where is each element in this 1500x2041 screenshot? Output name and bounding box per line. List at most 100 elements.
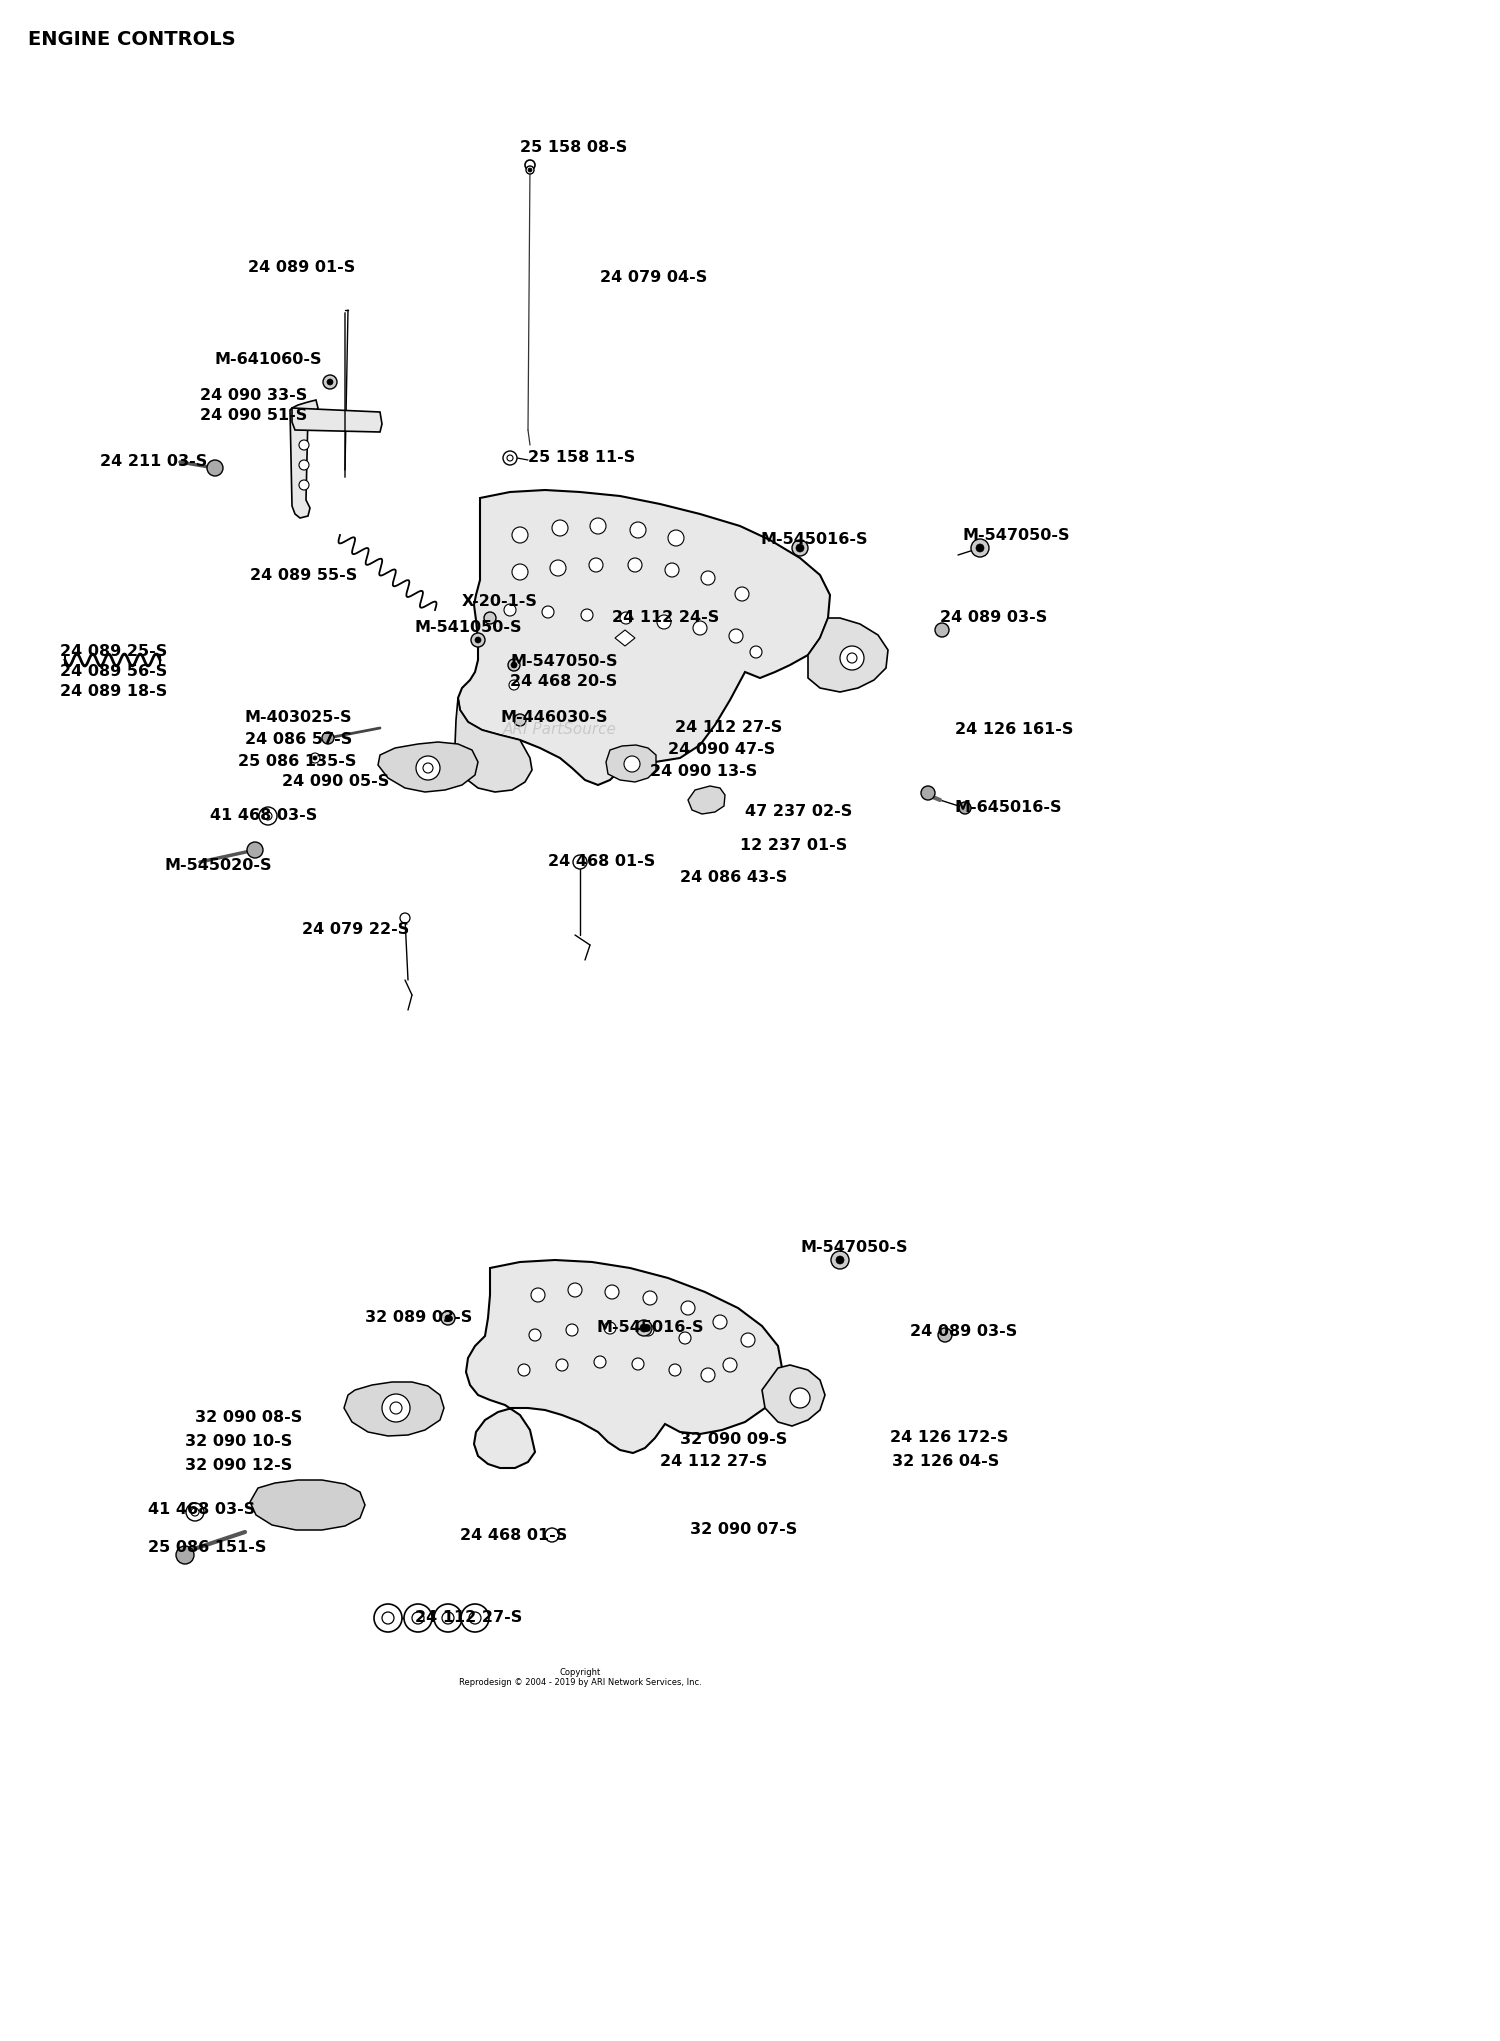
Text: ENGINE CONTROLS: ENGINE CONTROLS	[28, 31, 236, 49]
Circle shape	[310, 753, 320, 763]
Text: 41 468 03-S: 41 468 03-S	[210, 808, 318, 823]
Circle shape	[624, 755, 640, 771]
Circle shape	[693, 620, 706, 635]
Text: 24 089 25-S: 24 089 25-S	[60, 645, 168, 659]
Circle shape	[528, 167, 532, 171]
Polygon shape	[466, 1259, 782, 1467]
Circle shape	[542, 606, 554, 618]
Text: 24 089 03-S: 24 089 03-S	[910, 1325, 1017, 1339]
Text: M-645016-S: M-645016-S	[956, 800, 1062, 816]
Text: 24 089 18-S: 24 089 18-S	[60, 684, 168, 700]
Circle shape	[594, 1355, 606, 1367]
Polygon shape	[454, 698, 532, 792]
Text: M-446030-S: M-446030-S	[500, 710, 608, 725]
Circle shape	[796, 545, 804, 551]
Circle shape	[207, 459, 224, 476]
Polygon shape	[292, 408, 382, 433]
Circle shape	[934, 623, 950, 637]
Text: 24 112 24-S: 24 112 24-S	[612, 610, 720, 625]
Text: 24 112 27-S: 24 112 27-S	[660, 1455, 766, 1470]
Text: 47 237 02-S: 47 237 02-S	[746, 804, 852, 820]
Circle shape	[503, 451, 518, 465]
Text: 24 079 22-S: 24 079 22-S	[302, 923, 410, 937]
Circle shape	[668, 531, 684, 547]
Circle shape	[976, 545, 984, 551]
Text: 32 090 08-S: 32 090 08-S	[195, 1410, 302, 1425]
Circle shape	[628, 557, 642, 571]
Circle shape	[176, 1545, 194, 1563]
Circle shape	[416, 755, 440, 780]
Circle shape	[298, 459, 309, 469]
Bar	[574, 600, 602, 616]
Text: M-547050-S: M-547050-S	[800, 1241, 907, 1255]
Text: 24 086 57-S: 24 086 57-S	[244, 733, 352, 747]
Circle shape	[938, 1329, 952, 1343]
Text: 24 112 27-S: 24 112 27-S	[416, 1610, 522, 1625]
Text: M-641060-S: M-641060-S	[214, 353, 322, 367]
Circle shape	[512, 563, 528, 580]
Text: 24 089 55-S: 24 089 55-S	[251, 567, 357, 582]
Text: 25 086 135-S: 25 086 135-S	[238, 755, 357, 769]
Text: 32 090 12-S: 32 090 12-S	[184, 1457, 292, 1472]
Circle shape	[573, 855, 586, 869]
Circle shape	[504, 604, 516, 616]
Circle shape	[446, 1314, 452, 1321]
Circle shape	[632, 1357, 644, 1370]
Circle shape	[404, 1604, 432, 1633]
Text: Copyright
Reprodesign © 2004 - 2019 by ARI Network Services, Inc.: Copyright Reprodesign © 2004 - 2019 by A…	[459, 1667, 702, 1688]
Text: ARI PartSource: ARI PartSource	[503, 723, 616, 737]
Polygon shape	[688, 786, 724, 814]
Text: 24 112 27-S: 24 112 27-S	[675, 720, 783, 735]
Text: M-547050-S: M-547050-S	[962, 527, 1070, 543]
Circle shape	[664, 563, 680, 578]
Text: 24 089 01-S: 24 089 01-S	[248, 261, 356, 276]
Circle shape	[700, 1367, 715, 1382]
Circle shape	[921, 786, 934, 800]
Circle shape	[700, 571, 715, 586]
Polygon shape	[762, 1365, 825, 1427]
Circle shape	[525, 159, 536, 169]
Circle shape	[792, 541, 808, 555]
Circle shape	[970, 539, 988, 557]
Text: 24 090 51-S: 24 090 51-S	[200, 408, 308, 422]
Circle shape	[630, 522, 646, 539]
Circle shape	[741, 1333, 754, 1347]
Circle shape	[507, 455, 513, 461]
Circle shape	[847, 653, 856, 663]
Circle shape	[680, 1333, 692, 1345]
Circle shape	[413, 1612, 424, 1625]
Text: 24 090 47-S: 24 090 47-S	[668, 743, 776, 757]
Polygon shape	[378, 743, 478, 792]
Polygon shape	[615, 631, 634, 647]
Circle shape	[723, 1357, 736, 1372]
Text: 24 126 161-S: 24 126 161-S	[956, 723, 1074, 737]
Circle shape	[604, 1323, 616, 1335]
Circle shape	[186, 1502, 204, 1521]
Circle shape	[620, 612, 632, 625]
Circle shape	[509, 659, 520, 671]
Circle shape	[512, 527, 528, 543]
Text: 24 090 33-S: 24 090 33-S	[200, 388, 308, 402]
Polygon shape	[606, 745, 656, 782]
Circle shape	[260, 806, 278, 825]
Text: M-545020-S: M-545020-S	[165, 857, 273, 872]
Circle shape	[298, 480, 309, 490]
Circle shape	[400, 912, 410, 923]
Circle shape	[552, 520, 568, 537]
Text: 41 468 03-S: 41 468 03-S	[148, 1502, 255, 1519]
Polygon shape	[344, 1382, 444, 1437]
Circle shape	[712, 1314, 728, 1329]
Text: 24 090 13-S: 24 090 13-S	[650, 765, 758, 780]
Circle shape	[442, 1612, 454, 1625]
Circle shape	[790, 1388, 810, 1408]
Circle shape	[248, 843, 262, 857]
Circle shape	[433, 1604, 462, 1633]
Circle shape	[550, 559, 566, 576]
Text: M-545016-S: M-545016-S	[596, 1321, 703, 1335]
Text: 24 079 04-S: 24 079 04-S	[600, 271, 708, 286]
Circle shape	[531, 1288, 544, 1302]
Circle shape	[580, 608, 592, 620]
Circle shape	[590, 518, 606, 535]
Circle shape	[640, 1325, 648, 1333]
Circle shape	[484, 612, 496, 625]
